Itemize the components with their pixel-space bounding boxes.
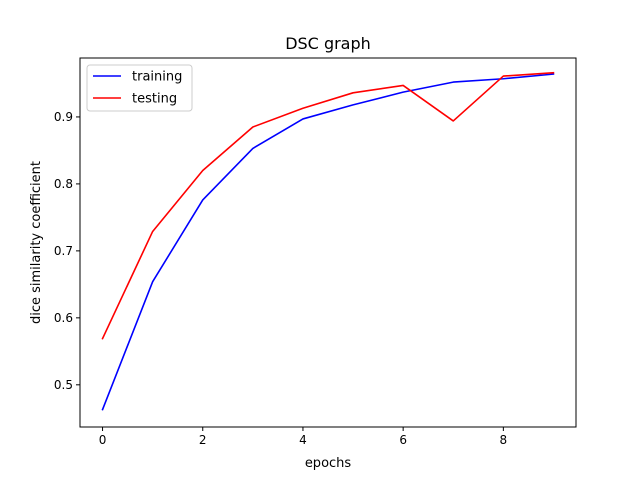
legend-label-testing: testing <box>132 92 177 107</box>
legend: training testing <box>86 64 193 112</box>
y-tick-label: 0.7 <box>54 244 73 258</box>
legend-label-training: training <box>132 70 182 85</box>
x-tick-label: 4 <box>299 433 307 447</box>
x-tick-label: 8 <box>500 433 508 447</box>
y-tick-label: 0.5 <box>54 378 73 392</box>
series-lines <box>101 71 555 411</box>
y-tick-label: 0.9 <box>54 110 73 124</box>
y-tick-label: 0.6 <box>54 311 73 325</box>
x-axis-label: epochs <box>305 456 352 471</box>
chart-title: DSC graph <box>285 34 371 53</box>
legend-items: training testing <box>93 70 182 107</box>
plot-area-frame <box>79 57 577 428</box>
series-line-training <box>101 73 555 411</box>
x-axis-ticks: 0 2 4 6 8 <box>99 427 507 447</box>
y-axis-ticks: 0.5 0.6 0.7 0.8 0.9 <box>54 110 80 392</box>
x-tick-label: 0 <box>99 433 107 447</box>
y-axis-label: dice similarity coefficient <box>29 161 44 324</box>
x-tick-label: 6 <box>399 433 407 447</box>
y-tick-label: 0.8 <box>54 177 73 191</box>
x-tick-label: 2 <box>199 433 207 447</box>
series-line-testing <box>101 71 555 340</box>
